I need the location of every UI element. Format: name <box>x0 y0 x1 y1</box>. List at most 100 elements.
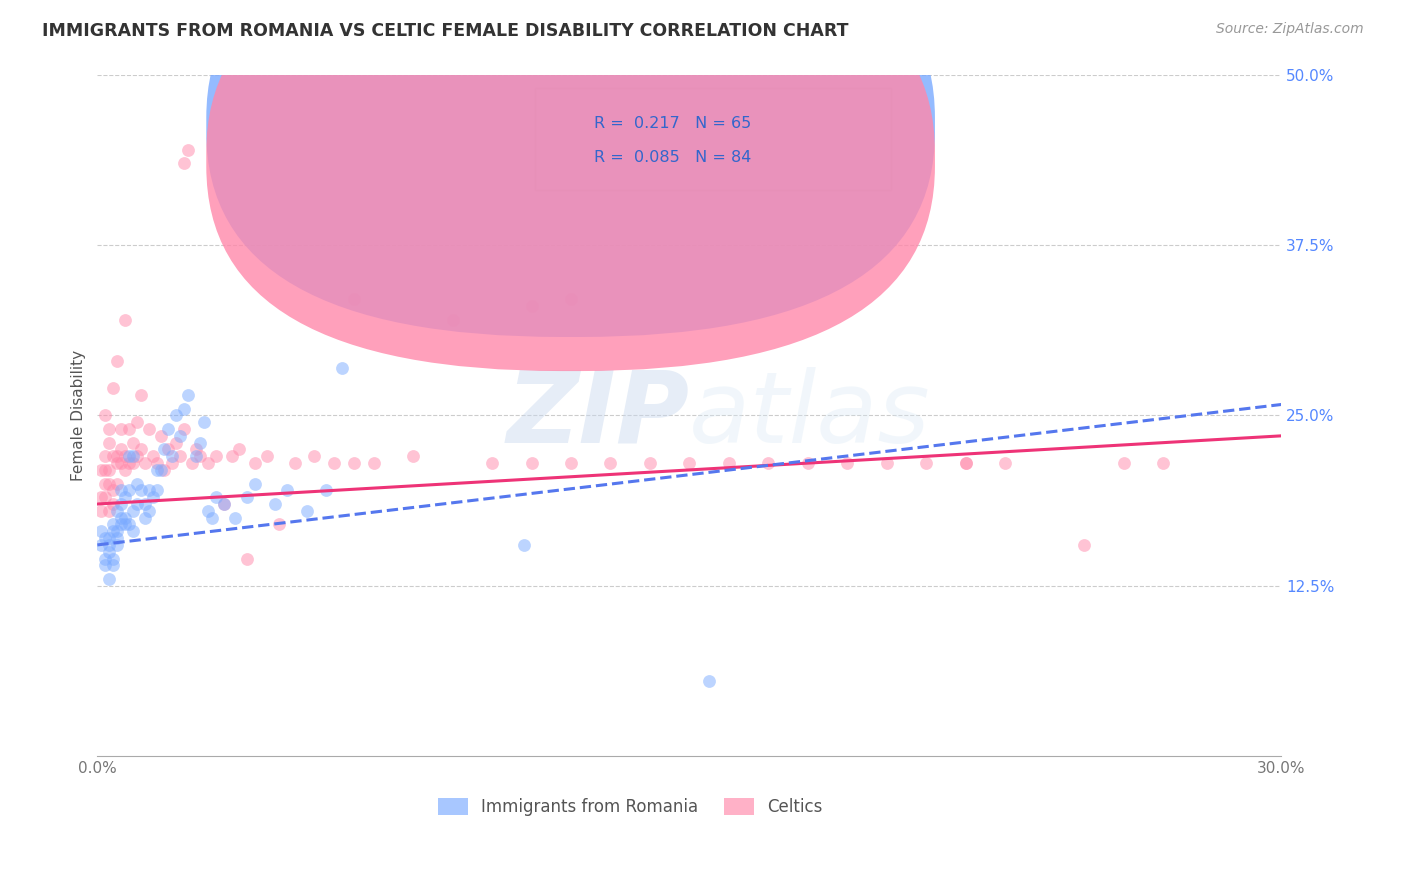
Celtics <box>638 456 661 470</box>
Immigrants from Romania <box>169 429 191 443</box>
Immigrants from Romania <box>157 422 180 436</box>
Celtics <box>94 450 117 464</box>
Celtics <box>122 435 145 450</box>
Celtics <box>363 456 385 470</box>
Immigrants from Romania <box>295 504 318 518</box>
Text: atlas: atlas <box>689 367 931 464</box>
Celtics <box>149 429 172 443</box>
Immigrants from Romania <box>245 476 267 491</box>
Celtics <box>105 450 128 464</box>
Celtics <box>188 450 211 464</box>
Immigrants from Romania <box>98 538 121 552</box>
Immigrants from Romania <box>94 531 117 545</box>
Immigrants from Romania <box>145 463 167 477</box>
Celtics <box>256 450 278 464</box>
Celtics <box>138 422 160 436</box>
Immigrants from Romania <box>134 510 156 524</box>
Celtics <box>520 456 543 470</box>
Celtics <box>284 456 307 470</box>
Celtics <box>162 456 184 470</box>
Text: ZIP: ZIP <box>506 367 689 464</box>
Immigrants from Romania <box>114 517 136 532</box>
Celtics <box>118 422 141 436</box>
Immigrants from Romania <box>153 442 176 457</box>
Celtics <box>101 497 124 511</box>
Celtics <box>114 450 136 464</box>
Celtics <box>402 450 425 464</box>
Immigrants from Romania <box>138 483 160 498</box>
Celtics <box>90 463 112 477</box>
Celtics <box>101 381 124 395</box>
Celtics <box>110 442 132 457</box>
Celtics <box>110 456 132 470</box>
Immigrants from Romania <box>193 415 215 429</box>
Immigrants from Romania <box>184 450 207 464</box>
Celtics <box>122 456 145 470</box>
Immigrants from Romania <box>101 558 124 573</box>
Immigrants from Romania <box>118 450 141 464</box>
Celtics <box>994 456 1017 470</box>
Immigrants from Romania <box>105 531 128 545</box>
Immigrants from Romania <box>149 463 172 477</box>
Celtics <box>114 463 136 477</box>
Immigrants from Romania <box>105 504 128 518</box>
Immigrants from Romania <box>201 510 224 524</box>
Celtics <box>520 299 543 313</box>
Celtics <box>94 463 117 477</box>
Celtics <box>110 422 132 436</box>
Y-axis label: Female Disability: Female Disability <box>72 350 86 481</box>
Celtics <box>267 517 290 532</box>
Immigrants from Romania <box>101 524 124 539</box>
Celtics <box>177 143 200 157</box>
Immigrants from Romania <box>94 558 117 573</box>
Celtics <box>756 456 779 470</box>
Immigrants from Romania <box>173 401 195 416</box>
Celtics <box>717 456 740 470</box>
Celtics <box>129 388 152 402</box>
Immigrants from Romania <box>105 538 128 552</box>
Celtics <box>915 456 938 470</box>
Celtics <box>125 415 148 429</box>
Immigrants from Romania <box>98 531 121 545</box>
Immigrants from Romania <box>165 409 187 423</box>
Celtics <box>105 354 128 368</box>
Immigrants from Romania <box>101 517 124 532</box>
Immigrants from Romania <box>110 497 132 511</box>
Celtics <box>94 409 117 423</box>
Immigrants from Romania <box>114 510 136 524</box>
Celtics <box>599 456 621 470</box>
Immigrants from Romania <box>101 551 124 566</box>
FancyBboxPatch shape <box>207 0 935 337</box>
Celtics <box>98 476 121 491</box>
Immigrants from Romania <box>264 497 287 511</box>
Celtics <box>94 476 117 491</box>
Immigrants from Romania <box>315 483 337 498</box>
Celtics <box>212 497 235 511</box>
Celtics <box>142 450 165 464</box>
Celtics <box>1073 538 1095 552</box>
Text: R =  0.217   N = 65: R = 0.217 N = 65 <box>593 116 751 131</box>
Immigrants from Romania <box>236 490 259 504</box>
Celtics <box>204 450 226 464</box>
Celtics <box>129 442 152 457</box>
Immigrants from Romania <box>122 450 145 464</box>
Immigrants from Romania <box>105 524 128 539</box>
Immigrants from Romania <box>110 517 132 532</box>
Celtics <box>125 450 148 464</box>
Immigrants from Romania <box>129 483 152 498</box>
Celtics <box>98 504 121 518</box>
Celtics <box>101 483 124 498</box>
Immigrants from Romania <box>125 476 148 491</box>
Celtics <box>105 456 128 470</box>
Immigrants from Romania <box>94 551 117 566</box>
Celtics <box>343 293 366 307</box>
Celtics <box>105 476 128 491</box>
Immigrants from Romania <box>697 674 720 689</box>
Celtics <box>153 463 176 477</box>
Celtics <box>98 463 121 477</box>
Celtics <box>157 442 180 457</box>
Celtics <box>560 456 582 470</box>
FancyBboxPatch shape <box>536 88 890 190</box>
Celtics <box>173 422 195 436</box>
Celtics <box>181 456 204 470</box>
